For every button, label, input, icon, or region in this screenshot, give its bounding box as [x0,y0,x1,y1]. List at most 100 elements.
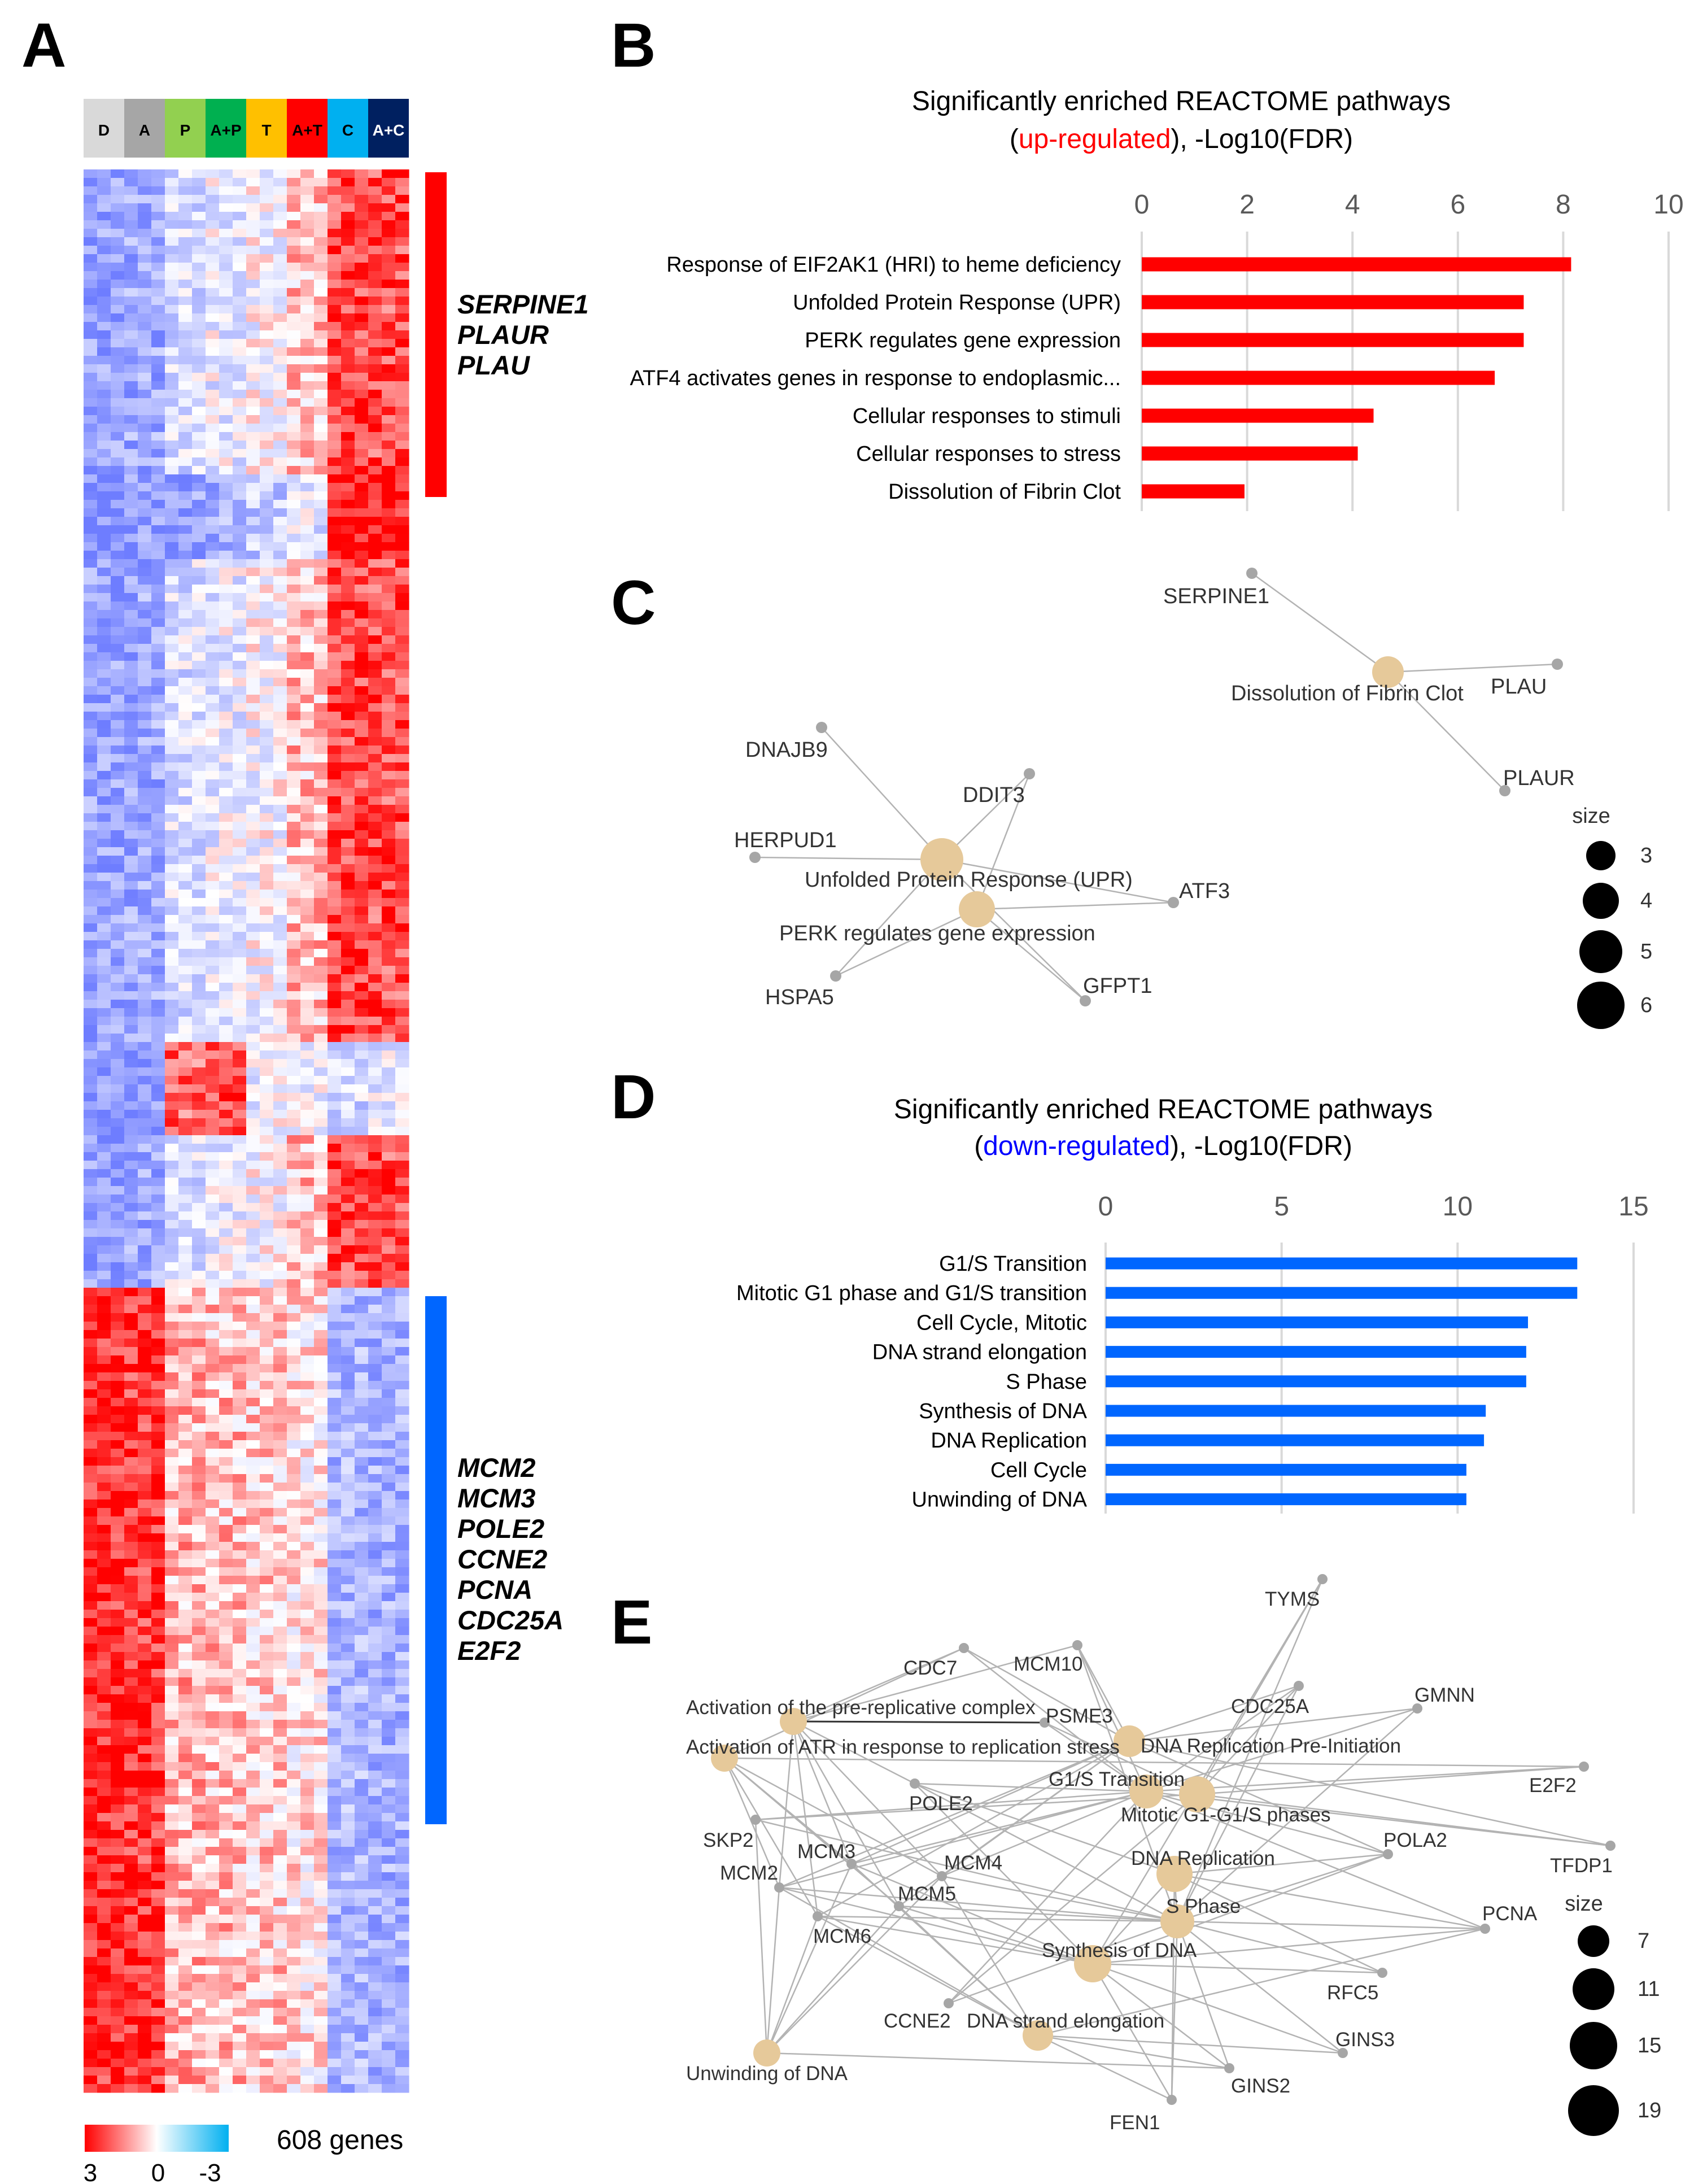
node-label: PSME3 [1046,1705,1113,1727]
network-edge [821,727,942,860]
network-edge [1092,1853,1389,1965]
network-edge [817,1915,1178,1923]
network-edge [766,1916,819,2054]
bar [1142,446,1358,461]
network-edge [817,1915,1093,1965]
gene-node [1167,2095,1177,2105]
network-edge [754,1819,768,2054]
x-tick-label: 6 [1450,190,1465,220]
bar [1142,333,1524,347]
down-gene-label: CDC25A [457,1605,564,1635]
pathway-node [959,891,995,927]
bar [1106,1405,1486,1417]
group-swatch [165,99,206,158]
bar [1142,370,1495,385]
x-tick-label: 10 [1443,1192,1473,1222]
size-legend-label: 6 [1640,993,1652,1017]
node-label: TYMS [1265,1588,1320,1610]
network-edge [1177,1921,1343,2054]
network-edge [948,1791,1147,2004]
network-edge [1196,1579,1324,1795]
gene-node [1072,1640,1082,1650]
node-label: CDC7 [903,1657,957,1679]
category-label: Cellular responses to stress [856,442,1121,466]
gene-node [750,1815,761,1825]
pathway-node [1160,1904,1194,1938]
size-legend-label: 11 [1638,1977,1660,2001]
network-edge [778,1721,794,1888]
network-edge [766,1876,942,2054]
network-edge [1174,1873,1486,1930]
network-edge [1129,1740,1611,1847]
network-edge [963,1647,1130,1742]
network-edge [1092,1928,1486,1965]
node-label: GFPT1 [1083,974,1152,998]
network-edge [1076,1645,1130,1742]
network-edge [976,773,1031,910]
network-edge [766,1906,900,2054]
network-edge [793,1720,1045,1724]
network-edge [1129,1740,1389,1855]
pathway-node [711,1745,738,1772]
network-edge [724,1647,964,1759]
gene-node [1377,1968,1387,1978]
network-edge [724,1757,942,1877]
panel-label-e: E [611,1588,652,1657]
size-legend-dot [1570,2022,1617,2069]
chart-up-title: Significantly enriched REACTOME pathways… [912,86,1451,154]
node-label: MCM5 [898,1883,956,1905]
x-tick-label: 4 [1345,190,1360,220]
color-scale-bar [85,2125,229,2152]
network-edge [1092,1963,1383,1974]
network-edge [754,856,942,861]
pathway-node [780,1708,807,1735]
bar [1142,484,1245,499]
network-edge [1197,1793,1611,1847]
node-label: PERK regulates gene expression [779,922,1095,945]
scale-label-mid: 0 [151,2159,165,2184]
network-edge [1076,1645,1147,1792]
network-edge [779,1886,1038,2037]
size-legend-dot [1577,982,1625,1029]
bar [1106,1257,1578,1270]
network-edge [1197,1685,1299,1795]
group-swatch [124,99,165,158]
gene-node [1246,568,1258,579]
x-tick-label: 0 [1134,190,1150,220]
node-label: MCM2 [720,1862,778,1884]
network-edge [1092,1579,1324,1964]
node-label: DDIT3 [963,783,1025,807]
x-tick-label: 10 [1653,190,1683,220]
gene-node [1383,1849,1393,1859]
node-label: MCM4 [944,1852,1002,1874]
group-label: D [98,121,110,139]
network-edge [898,1905,1178,1923]
category-label: DNA Replication [931,1429,1087,1453]
network-edge [1037,2034,1230,2069]
node-label: ATF3 [1179,879,1230,903]
gene-node [959,1643,969,1653]
bar [1106,1463,1466,1476]
network-edge [851,1863,1093,1965]
group-label: A+T [292,121,322,139]
pathway-node [1114,1725,1145,1757]
network-edge [1129,1685,1299,1742]
group-label: P [180,121,191,139]
gene-node [1317,1574,1328,1584]
category-label: Mitotic G1 phase and G1/S transition [736,1281,1087,1305]
size-legend-dot [1568,2085,1619,2136]
network-edge [914,1782,1175,1875]
gene-node [749,852,761,863]
node-label: DNA Replication [1131,1847,1275,1869]
network-edge [1197,1765,1584,1795]
network-edge [1176,1579,1324,1922]
node-label: Activation of the pre-replicative comple… [686,1697,1036,1719]
node-label: GMNN [1414,1684,1475,1706]
network-edge [1387,672,1505,791]
group-swatch [368,99,409,158]
network-edge [1176,1685,1300,1922]
gene-node [1040,1717,1050,1728]
pathway-node [1023,2020,1053,2051]
gene-node [1499,785,1510,796]
network-edge [1044,1721,1147,1793]
